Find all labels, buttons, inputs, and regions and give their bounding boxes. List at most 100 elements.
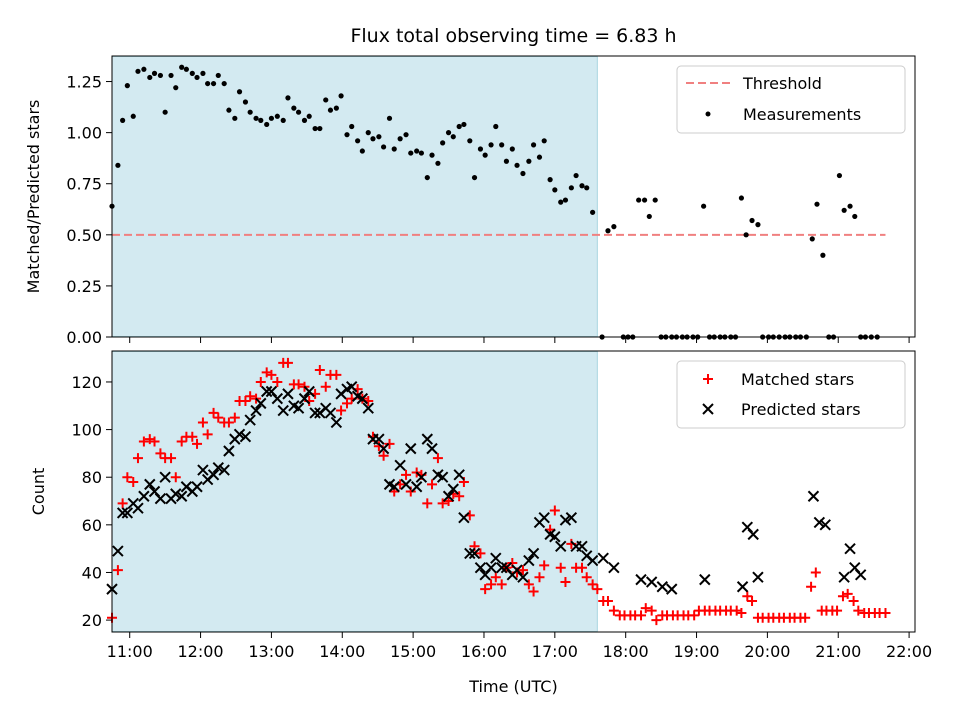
predicted-star-point-56 [405, 442, 417, 455]
matched-star-point-137 [837, 591, 848, 602]
predicted-star-point-13 [175, 490, 188, 502]
matched-star-point-120 [747, 596, 758, 607]
matched-star-point-71 [486, 579, 497, 590]
matched-star-point-100 [640, 603, 651, 614]
predicted-star-point-105 [838, 571, 850, 583]
legend-threshold-label: Threshold [742, 74, 822, 93]
predicted-star-point-26 [244, 414, 256, 426]
measurement-point-57 [414, 148, 420, 154]
measurement-point-33 [285, 95, 291, 101]
predicted-star-point-78 [523, 554, 535, 567]
measurement-point-73 [499, 142, 505, 148]
predicted-star-point-59 [421, 433, 434, 445]
measurement-point-86 [568, 185, 574, 191]
measurement-point-42 [333, 105, 339, 111]
predicted-star-point-31 [271, 392, 284, 405]
predicted-star-point-106 [844, 542, 856, 555]
measurement-point-37 [306, 113, 312, 119]
ratio-y-tick-label-0: 0.00 [66, 328, 102, 347]
time-x-tick-label-7: 18:00 [603, 642, 649, 661]
matched-star-point-83 [549, 505, 560, 516]
measurement-point-52 [386, 115, 393, 121]
measurement-point-29 [264, 121, 270, 128]
matched-star-point-15 [187, 431, 198, 442]
count-y-tick-label-5: 120 [71, 373, 102, 392]
matched-star-point-11 [166, 453, 177, 464]
matched-star-point-1 [112, 565, 123, 576]
predicted-star-point-67 [464, 547, 476, 560]
measurement-point-41 [327, 107, 334, 113]
ratio-y-label: Matched/Predicted stars [24, 100, 43, 294]
count-y-axis: 20 40 60 80 100 120 [71, 373, 112, 630]
measurement-point-49 [370, 136, 376, 142]
legend-matched-swatch [703, 374, 713, 384]
matched-star-point-73 [496, 579, 507, 590]
measurement-point-14 [183, 66, 189, 72]
measurement-point-51 [381, 144, 387, 150]
matched-star-point-130 [800, 612, 811, 623]
predicted-star-point-20 [212, 461, 224, 474]
predicted-star-point-28 [255, 397, 267, 410]
ratio-panel-shaded-region [111, 56, 598, 337]
predicted-star-point-12 [170, 488, 182, 500]
predicted-star-point-71 [485, 561, 497, 574]
ratio-y-tick-label-1: 0.25 [66, 277, 102, 296]
predicted-star-point-3 [121, 507, 134, 519]
ratio-y-axis: 0.00 0.25 0.50 0.75 1.00 1.25 [66, 73, 112, 347]
count-y-tick-label-2: 60 [82, 516, 102, 535]
measurement-point-21 [221, 80, 227, 87]
measurement-point-88 [579, 183, 585, 189]
matched-star-point-28 [255, 376, 266, 387]
predicted-star-point-64 [447, 483, 459, 495]
predicted-star-point-16 [191, 481, 203, 493]
predicted-star-point-94 [645, 576, 658, 588]
predicted-star-point-21 [218, 464, 230, 476]
count-panel: 20 40 60 80 100 120 11:00 12:00 13:00 14:00 15:00… [29, 350, 932, 696]
matched-star-point-8 [149, 436, 160, 447]
predicted-star-point-97 [699, 573, 711, 586]
measurement-point-62 [440, 140, 446, 146]
measurement-point-118 [749, 217, 755, 224]
matched-star-point-102 [651, 615, 662, 626]
predicted-star-point-6 [138, 490, 150, 502]
measurement-point-134 [836, 172, 843, 179]
matched-star-point-119 [742, 591, 753, 602]
measurement-point-64 [450, 134, 456, 140]
predicted-star-point-101 [752, 571, 764, 583]
measurement-point-38 [312, 125, 318, 132]
measurement-point-40 [323, 97, 329, 103]
predicted-star-point-93 [635, 573, 647, 586]
predicted-star-point-65 [453, 469, 465, 481]
matched-star-point-138 [842, 588, 853, 599]
measurement-point-136 [847, 203, 853, 209]
measurement-point-20 [215, 72, 221, 79]
count-y-tick-label-0: 20 [82, 611, 102, 630]
measurement-point-61 [435, 160, 441, 166]
chart-title: Flux total observing time = 6.83 h [350, 25, 676, 47]
measurement-point-5 [135, 68, 141, 74]
measurement-point-39 [317, 125, 323, 132]
measurement-point-6 [141, 66, 147, 72]
matched-star-point-20 [213, 412, 224, 423]
measurement-point-75 [509, 146, 515, 152]
measurement-point-68 [471, 174, 478, 181]
measurement-point-92 [605, 228, 611, 234]
predicted-star-point-51 [377, 442, 390, 455]
predicted-star-point-81 [538, 511, 550, 524]
matched-star-point-101 [646, 605, 657, 616]
matched-star-point-31 [272, 376, 283, 387]
predicted-star-point-100 [747, 528, 759, 541]
legend-measurements-label: Measurements [743, 105, 861, 124]
matched-star-point-44 [341, 398, 352, 409]
measurement-point-100 [652, 197, 658, 203]
matched-star-point-2 [117, 498, 128, 509]
measurement-point-45 [349, 123, 355, 130]
measurement-point-65 [456, 123, 462, 130]
matched-star-point-4 [128, 476, 139, 487]
measurement-point-60 [429, 152, 435, 158]
measurement-point-18 [205, 80, 211, 87]
ratio-legend: Threshold Measurements [676, 65, 906, 134]
predicted-star-point-53 [388, 481, 400, 493]
matched-star-point-43 [336, 405, 347, 416]
predicted-star-point-84 [555, 540, 567, 552]
